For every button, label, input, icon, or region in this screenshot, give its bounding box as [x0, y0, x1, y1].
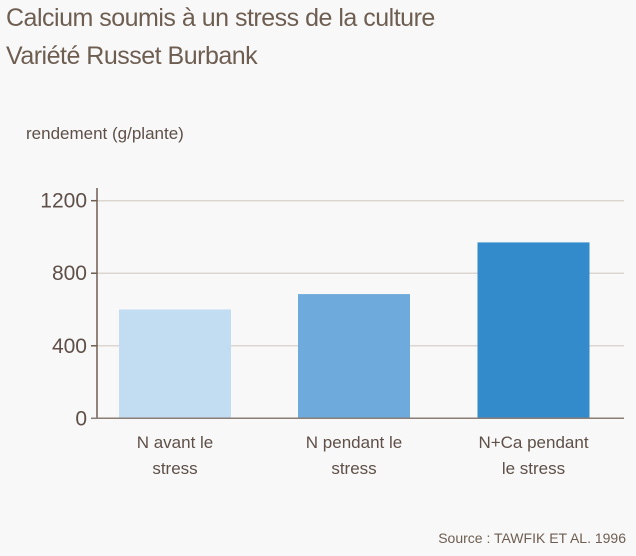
- bar: [298, 294, 410, 419]
- x-tick-label: stress: [152, 459, 197, 478]
- y-tick-label: 400: [52, 335, 87, 358]
- x-tick-label: stress: [331, 459, 376, 478]
- bar: [119, 309, 231, 419]
- chart-subtitle: Variété Russet Burbank: [6, 42, 258, 70]
- source-note: Source : TAWFIK ET AL. 1996: [438, 530, 626, 546]
- y-tick-label: 1200: [40, 190, 87, 213]
- y-tick-label: 800: [52, 262, 87, 285]
- chart-title: Calcium soumis à un stress de la culture: [6, 4, 435, 32]
- x-tick-label: N+Ca pendant: [478, 433, 588, 452]
- bar: [477, 242, 590, 419]
- x-tick-label: N avant le: [137, 433, 214, 452]
- x-tick-label: N pendant le: [306, 433, 402, 452]
- y-tick-label: 0: [75, 407, 87, 430]
- x-tick-label: le stress: [502, 459, 565, 478]
- y-axis-label: rendement (g/plante): [26, 124, 184, 143]
